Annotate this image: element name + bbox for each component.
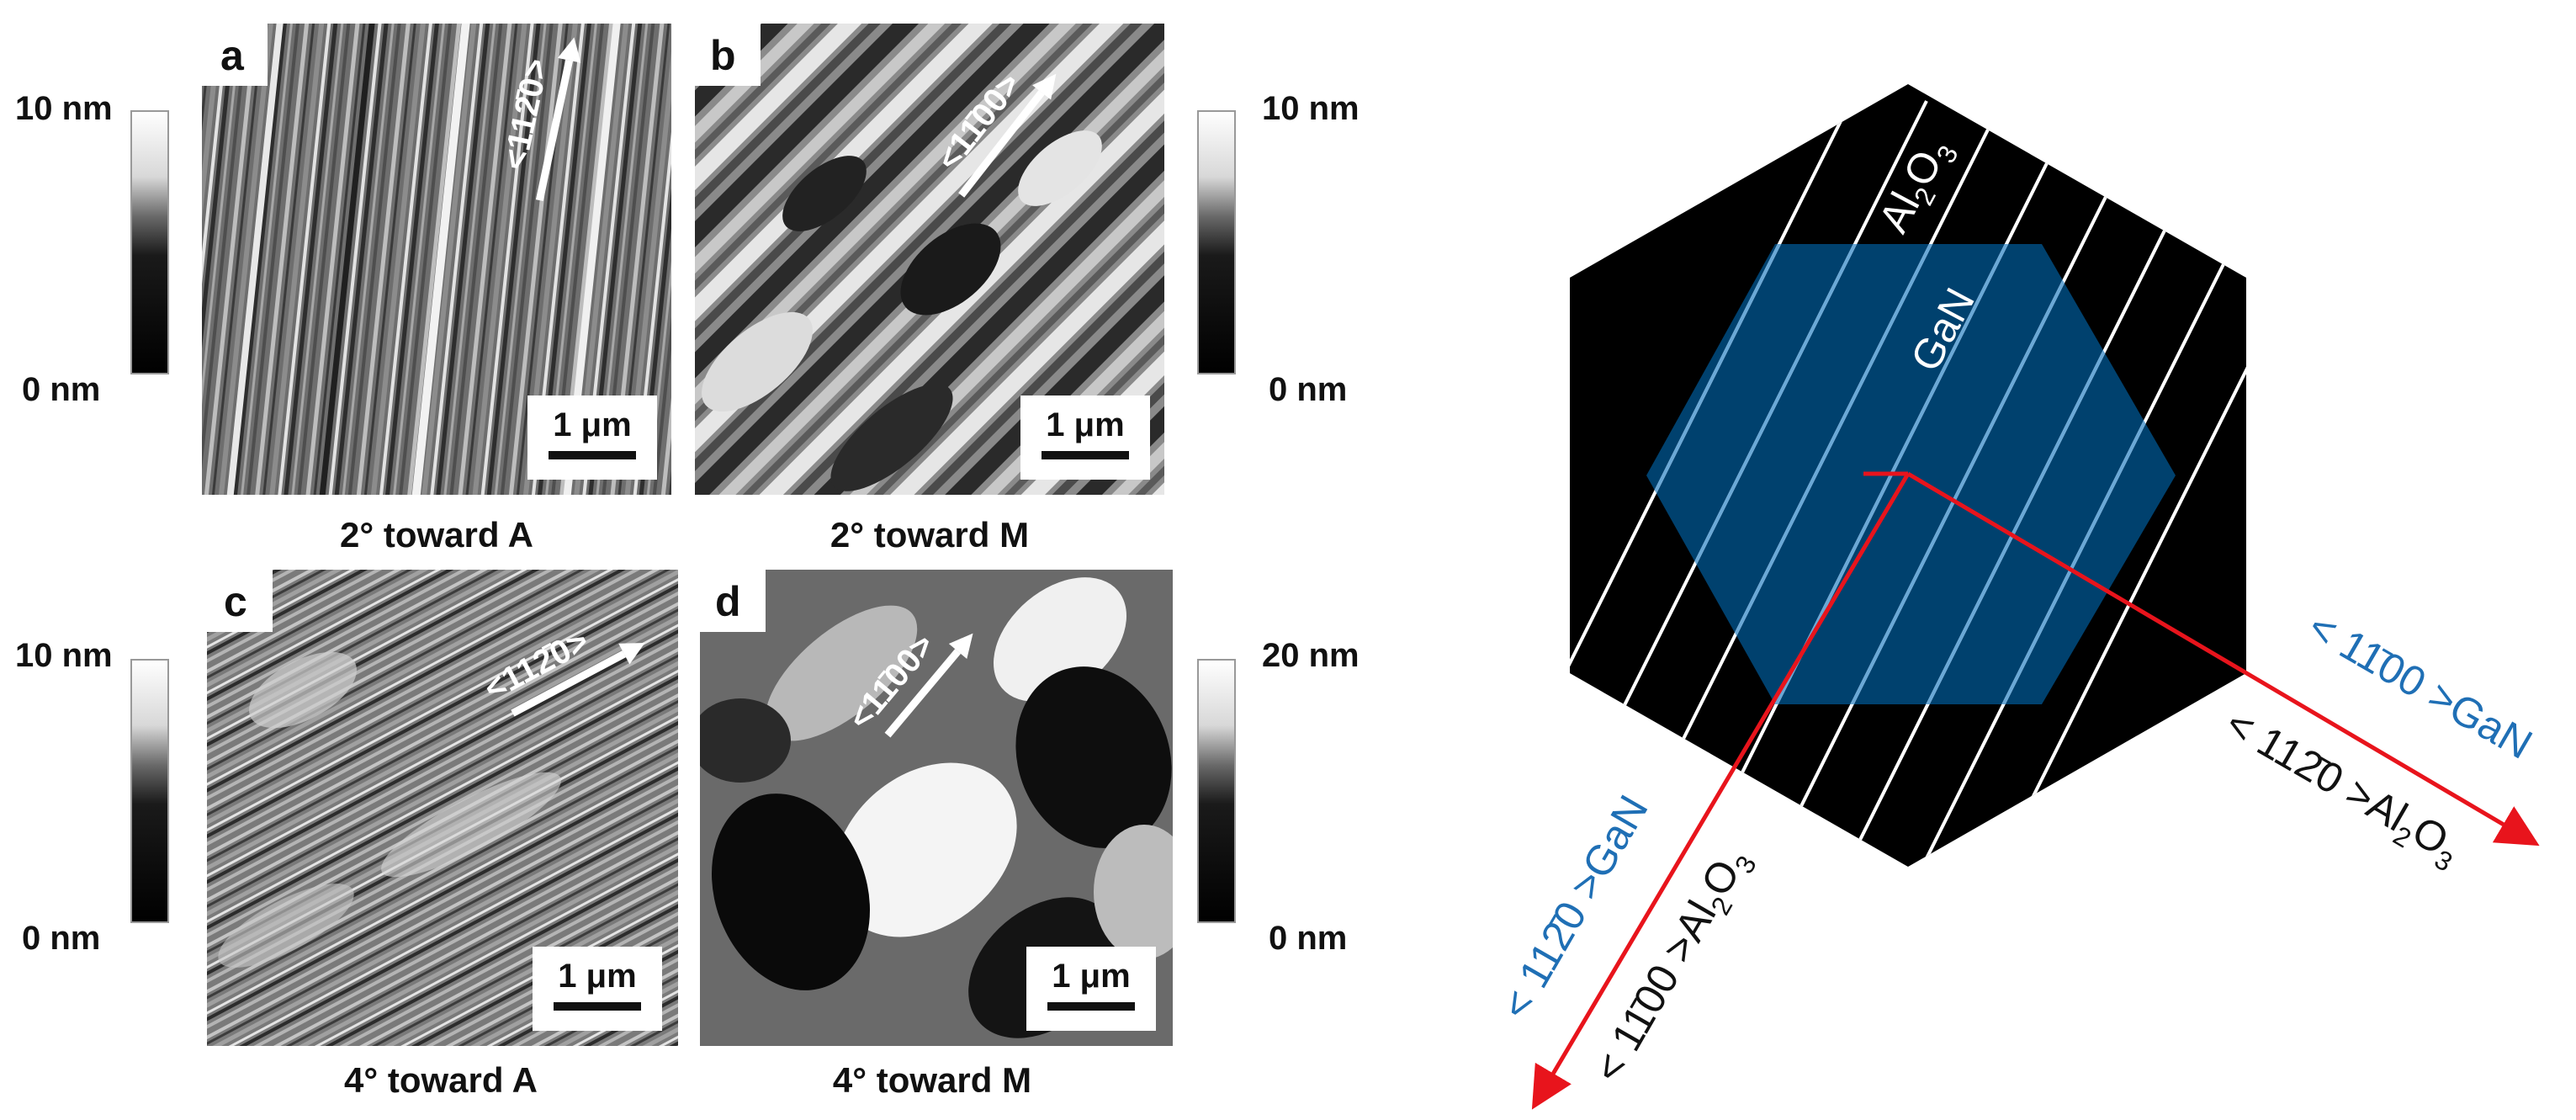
scalebar-label-b: 1 μm: [1046, 406, 1124, 443]
colorbar-c-bottom: 0 nm: [22, 920, 100, 957]
scalebar-c: [554, 1002, 641, 1011]
colorbar-c-top: 10 nm: [15, 637, 113, 674]
scalebar-label-a: 1 μm: [553, 406, 631, 443]
afm-panel-a: a <112̄0> 1 μm 2° toward A: [202, 24, 671, 555]
axis-right: [1906, 471, 2540, 847]
scalebar-label-c: 1 μm: [558, 958, 636, 995]
scalebar-box-a: [527, 395, 657, 480]
colorbar-b: 10 nm 0 nm: [1197, 90, 1360, 408]
scalebar-d: [1047, 1002, 1135, 1011]
colorbar-d-top: 20 nm: [1262, 637, 1360, 674]
axis-right-gan-label: < 11̄00 >GaN: [2301, 602, 2541, 768]
panel-letter-box-b: [695, 24, 761, 86]
caption-c: 4° toward A: [344, 1060, 538, 1100]
caption-d: 4° toward M: [833, 1060, 1031, 1100]
panel-letter-box-c: [207, 570, 273, 632]
orientation-diagram: Al2O3 GaN < 11̄00 >GaN < 112̄0 >Al2O3 < …: [1492, 84, 2541, 1110]
panel-letter-c: c: [224, 578, 247, 625]
axis-right-al-label: < 112̄0 >Al2O3: [2215, 699, 2470, 878]
afm-panel-d: d <11̄00> 1 μm 4° toward M: [700, 570, 1173, 1100]
gan-stripes: [1646, 244, 2176, 704]
colorbar-c: 10 nm 0 nm: [15, 637, 169, 957]
panel-letter-box-d: [700, 570, 766, 632]
caption-a: 2° toward A: [340, 515, 533, 555]
colorbar-b-bottom: 0 nm: [1269, 371, 1347, 408]
afm-panel-b: b <11̄00> 1 μm 2° toward M: [695, 24, 1164, 555]
scalebar-box-d: [1026, 947, 1156, 1031]
scalebar-b: [1042, 451, 1129, 459]
colorbar-a: 10 nm 0 nm: [15, 90, 169, 408]
afm-image-c-highlights: [218, 651, 561, 968]
colorbar-a-top: 10 nm: [15, 90, 113, 127]
panel-letter-box-a: [202, 24, 268, 86]
colorbar-b-top: 10 nm: [1262, 90, 1360, 127]
scalebar-label-d: 1 μm: [1052, 958, 1130, 995]
colorbar-d-bottom: 0 nm: [1269, 920, 1347, 957]
afm-panel-c: c <112̄0> 1 μm 4° toward A: [207, 570, 678, 1100]
scalebar-box-b: [1020, 395, 1150, 480]
colorbar-d: 20 nm 0 nm: [1197, 637, 1360, 957]
colorbar-a-bottom: 0 nm: [22, 371, 100, 408]
scalebar-a: [549, 451, 636, 459]
panel-letter-d: d: [715, 578, 741, 625]
panel-letter-b: b: [710, 32, 736, 79]
panel-letter-a: a: [220, 32, 245, 79]
afm-image-d-blobs: [700, 577, 1173, 1038]
scalebar-box-c: [533, 947, 662, 1031]
caption-b: 2° toward M: [830, 515, 1029, 555]
axis-left: [1531, 472, 1911, 1110]
afm-image-b-blobs: [702, 130, 1102, 491]
